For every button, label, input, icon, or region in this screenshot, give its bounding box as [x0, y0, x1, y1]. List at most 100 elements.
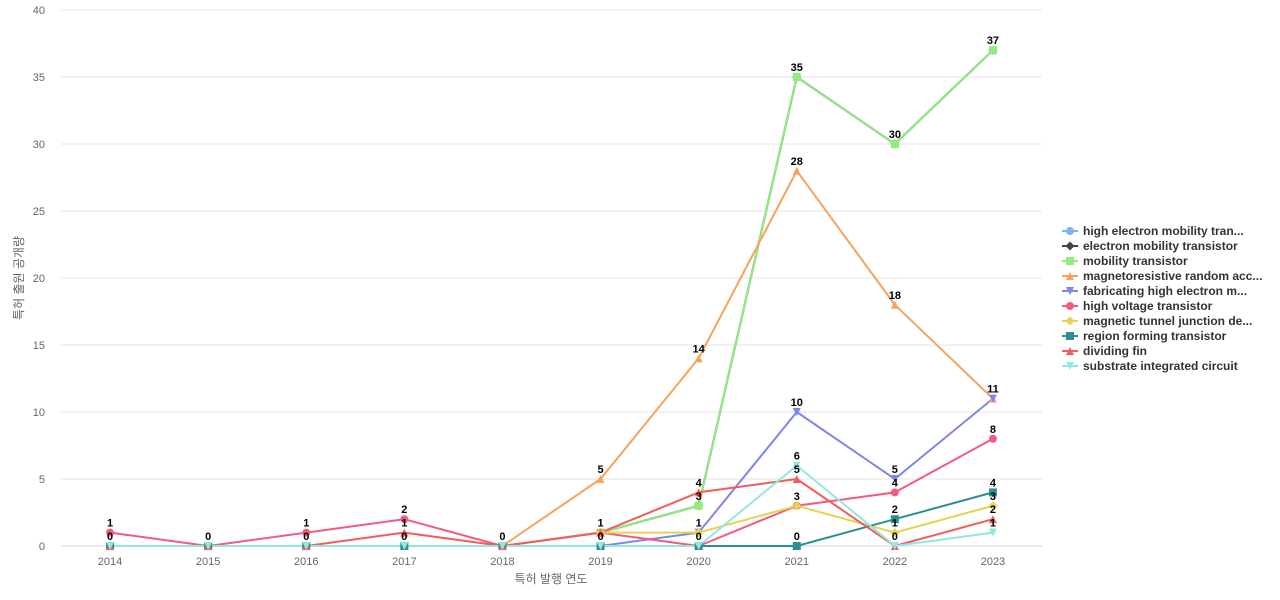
data-label: 14 — [693, 343, 706, 355]
legend-item-electron-mobility-transistor[interactable]: electron mobility transistor — [1062, 239, 1238, 253]
data-label: 2 — [892, 504, 898, 516]
legend-marker — [1066, 302, 1074, 310]
data-label: 28 — [791, 156, 803, 168]
series-line-electron-mobility-transistor — [109, 49, 994, 547]
series-markers — [105, 45, 998, 551]
y-tick-label: 5 — [39, 474, 45, 486]
legend-item-mobility-transistor[interactable]: mobility transistor — [1062, 254, 1188, 268]
legend-marker — [1066, 347, 1074, 355]
legend-item-high-voltage-transistor[interactable]: high voltage transistor — [1062, 299, 1213, 313]
data-label: 0 — [107, 531, 113, 543]
series-line-substrate-integrated-circuit — [109, 464, 994, 547]
data-label: 0 — [205, 531, 211, 543]
data-label: 3 — [696, 491, 702, 503]
data-label: 11 — [987, 384, 999, 396]
data-point-region-forming-transistor — [890, 515, 899, 524]
legend-item-substrate-integrated-circuit[interactable]: substrate integrated circuit — [1062, 359, 1238, 373]
data-label: 0 — [892, 531, 898, 543]
series-line-high-electron-mobility-tran — [109, 49, 994, 547]
legend-label: dividing fin — [1083, 344, 1147, 358]
data-point-region-forming-transistor — [792, 542, 801, 550]
legend-item-magnetoresistive-random-acc[interactable]: magnetoresistive random acc... — [1062, 269, 1262, 283]
data-point-region-forming-transistor — [988, 488, 997, 497]
data-point-mobility-transistor — [694, 501, 703, 510]
data-label: 3 — [990, 491, 996, 503]
data-point-magnetoresistive-random-acc — [694, 354, 703, 363]
x-tick-label: 2022 — [883, 556, 907, 568]
legend-item-dividing-fin[interactable]: dividing fin — [1062, 344, 1147, 358]
x-tick-label: 2018 — [490, 556, 514, 568]
data-point-substrate-integrated-circuit — [988, 528, 997, 537]
data-point-dividing-fin — [596, 528, 605, 537]
y-tick-label: 20 — [33, 273, 45, 285]
legend-label: fabricating high electron m... — [1083, 284, 1247, 298]
x-tick-label: 2023 — [981, 556, 1005, 568]
data-label: 5 — [597, 464, 603, 476]
legend-marker — [1066, 272, 1074, 280]
x-tick-label: 2020 — [686, 556, 710, 568]
x-axis-title: 특허 발행 연도 — [515, 571, 588, 586]
data-point-high-voltage-transistor — [988, 434, 997, 443]
x-tick-label: 2015 — [196, 556, 220, 568]
y-tick-label: 40 — [33, 5, 45, 17]
data-label: 0 — [499, 531, 505, 543]
data-label: 1 — [107, 518, 113, 530]
data-label: 0 — [303, 531, 309, 543]
legend-label: region forming transistor — [1083, 329, 1227, 343]
data-point-substrate-integrated-circuit — [106, 542, 115, 550]
legend-label: magnetoresistive random acc... — [1083, 269, 1262, 283]
data-label: 1 — [597, 518, 603, 530]
data-label: 0 — [401, 531, 407, 543]
data-point-dividing-fin — [792, 475, 801, 483]
data-label: 35 — [791, 62, 803, 74]
data-point-dividing-fin — [400, 528, 409, 537]
data-point-magnetoresistive-random-acc — [596, 475, 605, 483]
data-label: 0 — [794, 531, 800, 543]
data-label: 1 — [696, 518, 702, 530]
data-point-magnetic-tunnel-junction-de — [988, 501, 998, 511]
legend-marker — [1066, 362, 1074, 370]
y-tick-label: 15 — [33, 340, 45, 352]
data-point-fabricating-high-electron-m — [890, 475, 899, 483]
data-point-mobility-transistor — [890, 140, 899, 148]
data-point-magnetoresistive-random-acc — [792, 166, 801, 175]
data-point-magnetic-tunnel-junction-de — [792, 501, 802, 511]
series-line-mobility-transistor — [109, 49, 994, 547]
legend-label: substrate integrated circuit — [1083, 359, 1238, 373]
x-tick-label: 2021 — [785, 556, 809, 568]
legend-marker — [1066, 227, 1074, 235]
data-label: 4 — [892, 477, 899, 489]
legend-marker — [1066, 257, 1074, 265]
legend-item-region-forming-transistor[interactable]: region forming transistor — [1062, 329, 1227, 343]
legend[interactable]: high electron mobility tran...electron m… — [1062, 224, 1262, 373]
legend-label: high voltage transistor — [1083, 299, 1213, 313]
data-point-magnetic-tunnel-junction-de — [694, 528, 704, 538]
legend-item-fabricating-high-electron-m[interactable]: fabricating high electron m... — [1062, 284, 1247, 298]
legend-item-high-electron-mobility-tran[interactable]: high electron mobility tran... — [1062, 224, 1244, 238]
data-point-fabricating-high-electron-m — [988, 394, 997, 403]
data-label: 4 — [990, 477, 997, 489]
legend-label: high electron mobility tran... — [1083, 224, 1244, 238]
data-label: 0 — [696, 531, 702, 543]
x-tick-label: 2016 — [294, 556, 318, 568]
data-label: 10 — [791, 397, 803, 409]
series-line-magnetoresistive-random-acc — [109, 169, 994, 547]
data-label: 37 — [987, 35, 999, 47]
data-label: 2 — [401, 504, 407, 516]
x-tick-label: 2014 — [98, 556, 122, 568]
legend-item-magnetic-tunnel-junction-de[interactable]: magnetic tunnel junction de... — [1062, 314, 1252, 328]
data-label: 5 — [794, 464, 800, 476]
legend-marker — [1066, 287, 1074, 295]
data-label: 30 — [889, 129, 901, 141]
data-point-mobility-transistor — [792, 73, 801, 81]
data-label: 1 — [990, 518, 996, 530]
data-label: 1 — [303, 518, 309, 530]
data-point-high-voltage-transistor — [400, 515, 409, 524]
data-label: 6 — [794, 451, 800, 463]
data-point-substrate-integrated-circuit — [498, 542, 507, 550]
data-label: 8 — [990, 424, 996, 436]
y-tick-label: 10 — [33, 407, 45, 419]
y-tick-label: 35 — [33, 72, 45, 84]
